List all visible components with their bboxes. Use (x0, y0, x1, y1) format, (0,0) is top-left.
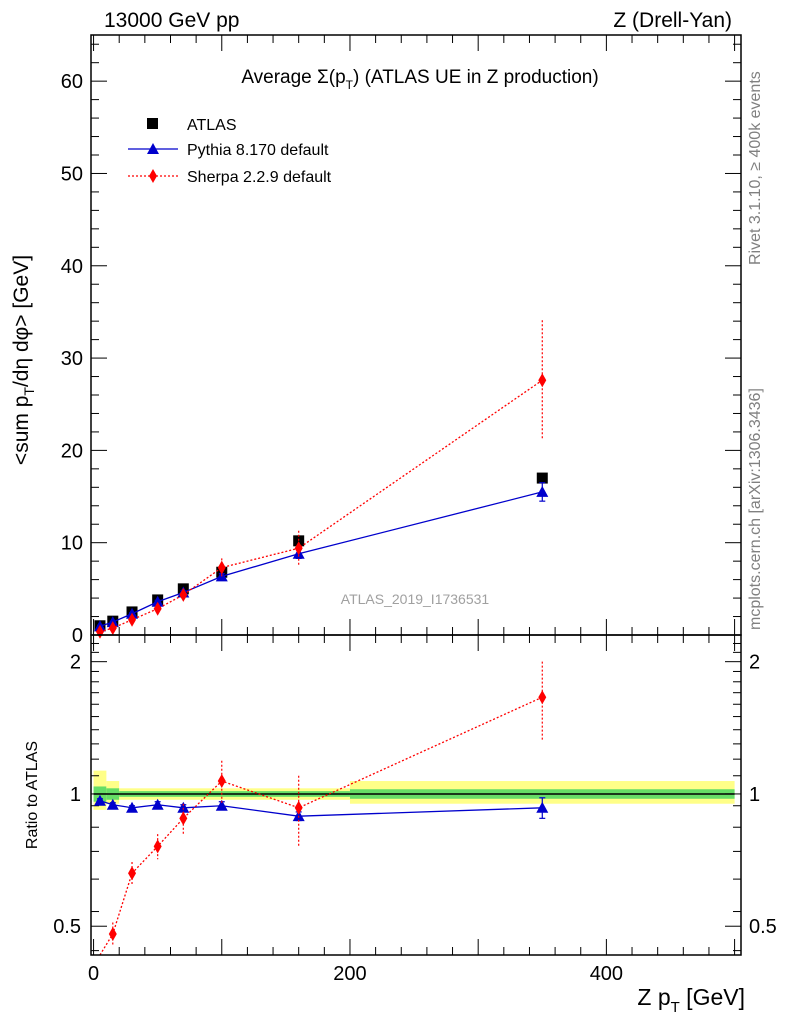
ratio-pythia-marker (106, 798, 119, 810)
ratio-y-tick-label: 2 (70, 652, 81, 674)
ratio-sherpa-marker (108, 927, 117, 942)
x-tick-label: 400 (590, 963, 623, 985)
analysis-watermark: ATLAS_2019_I1736531 (341, 591, 490, 607)
main-sherpa-marker (128, 612, 137, 627)
ratio-panel-frame (90, 634, 742, 956)
main-pythia-marker (151, 595, 164, 607)
ratio-sherpa-line (99, 696, 543, 956)
legend-marker-pythia (147, 143, 159, 154)
source-side-label: mcplots.cern.ch [arXiv:1306.3436] (747, 388, 764, 630)
ratio-sherpa-marker (294, 800, 303, 815)
legend-marker-sherpa (149, 169, 157, 183)
main-y-axis-label: <sum pT/dη dφ> [GeV] (10, 255, 37, 465)
header-left: 13000 GeV pp (104, 9, 239, 32)
main-sherpa-marker (153, 601, 162, 616)
legend-label-sherpa: Sherpa 2.2.9 default (187, 169, 332, 186)
ratio-pythia-marker (292, 810, 305, 822)
legend-marker-atlas (147, 118, 158, 129)
header-right: Z (Drell-Yan) (613, 9, 732, 32)
ratio-uncertainty-bands (93, 770, 735, 810)
main-atlas-marker (293, 535, 305, 547)
ratio-y-tick-label: 1 (70, 784, 81, 806)
main-atlas-marker (536, 472, 548, 484)
legend-label-atlas: ATLAS (187, 117, 237, 134)
main-pythia-line (99, 491, 543, 627)
ratio-pythia-marker (177, 801, 190, 813)
main-y-tick-label: 0 (72, 625, 83, 647)
rivet-side-label: Rivet 3.1.10, ≥ 400k events (747, 71, 764, 265)
ratio-y-axis-label: Ratio to ATLAS (24, 741, 41, 849)
ratio-y-tick-label-right: 0.5 (749, 916, 777, 938)
main-sherpa-marker (108, 621, 117, 636)
main-sherpa-marker (294, 541, 303, 556)
x-axis-label: Z pT [GeV] (637, 984, 745, 1016)
ratio-sherpa-marker (128, 866, 137, 881)
ratio-sherpa-marker (538, 690, 547, 705)
ratio-pythia-marker (536, 801, 549, 813)
main-plot-title: Average Σ(pT) (ATLAS UE in Z production) (241, 67, 598, 92)
axes: 0 10 20 30 40 50 60 0 200 400 0.5 0.5 1 1 2 2 (53, 35, 777, 985)
main-y-tick-label: 30 (61, 348, 83, 370)
main-y-tick-label: 40 (61, 256, 83, 278)
legend-label-pythia: Pythia 8.170 default (187, 142, 329, 159)
ratio-y-tick-label: 0.5 (53, 916, 81, 938)
ratio-pythia-marker (151, 798, 164, 810)
main-sherpa-marker (217, 560, 226, 575)
main-y-tick-label: 50 (61, 163, 83, 185)
ratio-y-tick-label-right: 1 (749, 784, 760, 806)
main-y-tick-label: 60 (61, 71, 83, 93)
x-tick-label: 0 (88, 963, 99, 985)
main-y-tick-label: 20 (61, 440, 83, 462)
ratio-sherpa-marker (217, 774, 226, 789)
ratio-pythia-marker (93, 794, 106, 806)
main-sherpa-marker (538, 373, 547, 388)
ratio-y-tick-label-right: 2 (749, 652, 760, 674)
data-series (93, 320, 549, 956)
main-pythia-marker (536, 485, 549, 497)
ratio-pythia-marker (126, 801, 139, 813)
ratio-sherpa-marker (153, 839, 162, 854)
main-sherpa-marker (179, 587, 188, 602)
legend: ATLAS Pythia 8.170 default Sherpa 2.2.9 … (128, 117, 332, 186)
ratio-pythia-marker (215, 799, 228, 811)
main-y-tick-label: 10 (61, 533, 83, 555)
x-tick-label: 200 (333, 963, 366, 985)
ratio-sherpa-marker (179, 811, 188, 826)
